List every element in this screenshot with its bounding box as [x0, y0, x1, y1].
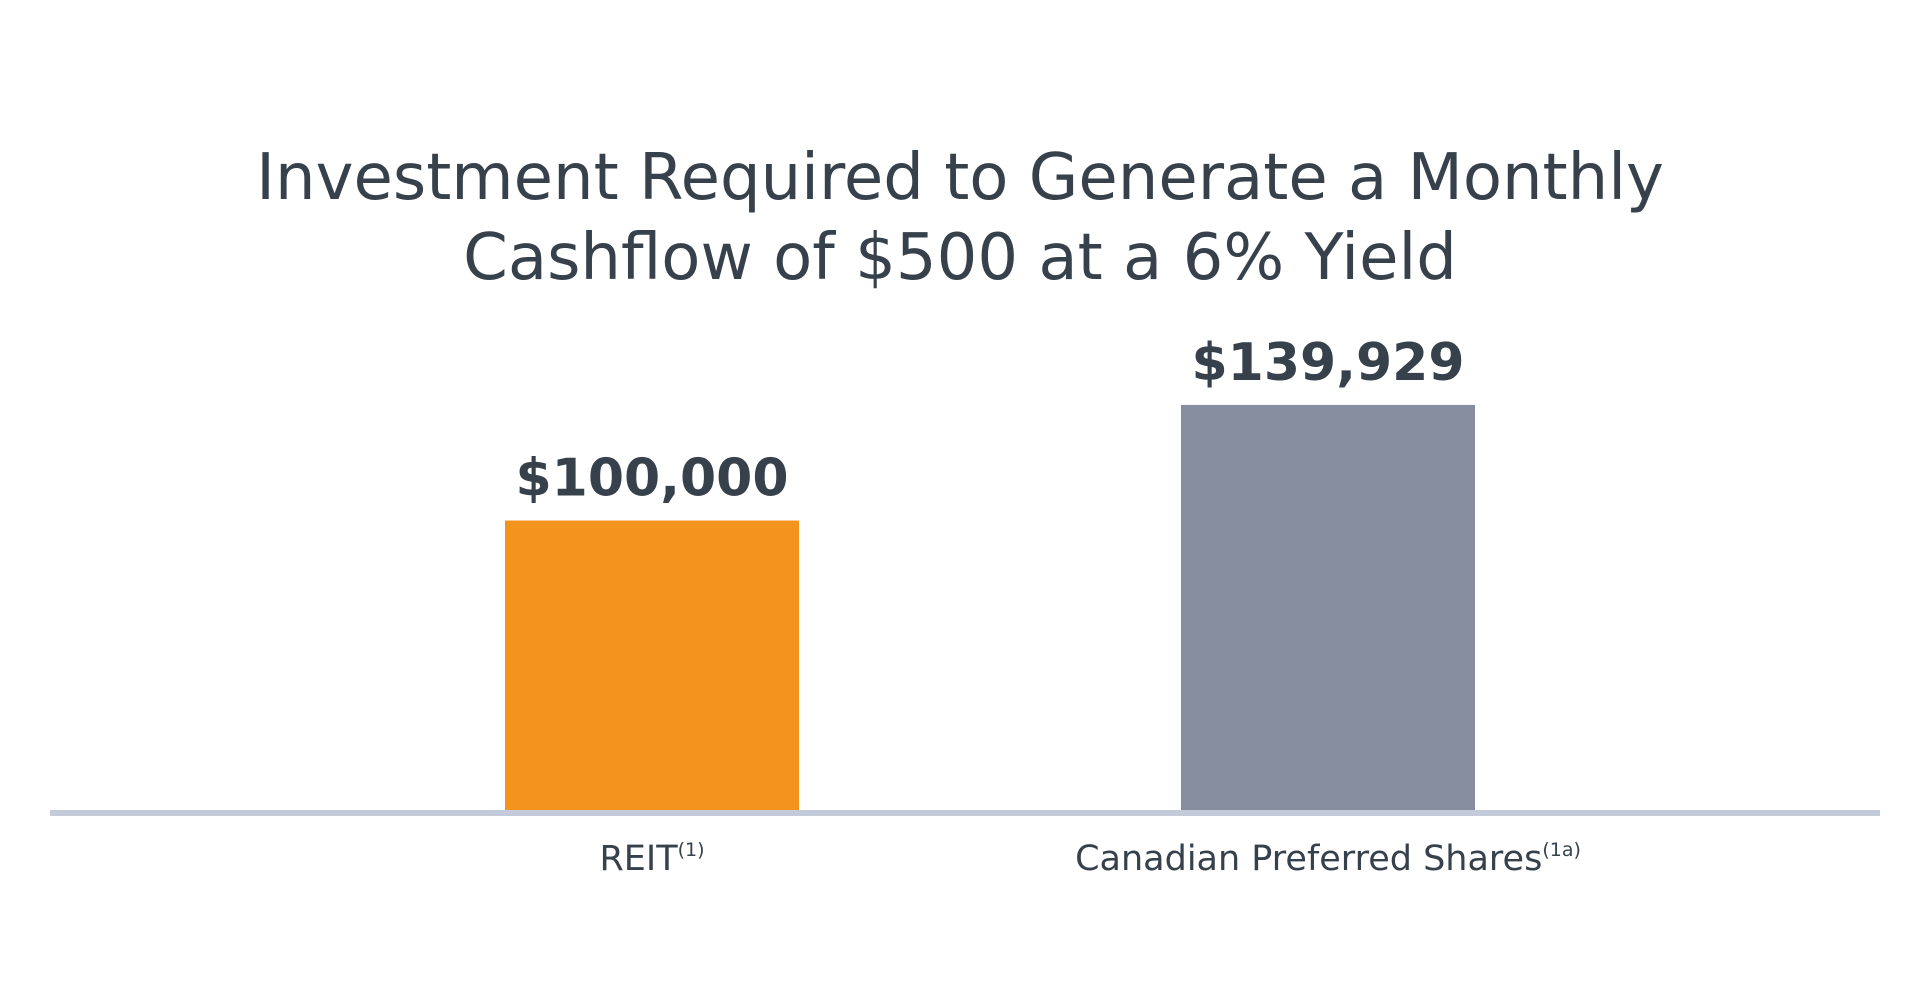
bar-value-label-1: $100,000 [515, 449, 788, 509]
category-label-2: Canadian Preferred Shares(1a) [1075, 839, 1581, 879]
chart-title: Investment Required to Generate a Monthl… [0, 138, 1920, 298]
chart-title-line-1: Investment Required to Generate a Monthl… [256, 141, 1664, 215]
bar-value-label-2: $139,929 [1191, 333, 1464, 393]
category-footnote-2: (1a) [1542, 839, 1581, 861]
bar-1 [505, 520, 799, 810]
category-label-text-2: Canadian Preferred Shares [1075, 839, 1542, 879]
chart-title-line-2: Cashflow of $500 at a 6% Yield [463, 221, 1457, 295]
category-footnote-1: (1) [678, 839, 705, 861]
category-label-text-1: REIT [599, 839, 678, 879]
bar-2 [1181, 404, 1475, 810]
category-label-1: REIT(1) [599, 839, 704, 879]
